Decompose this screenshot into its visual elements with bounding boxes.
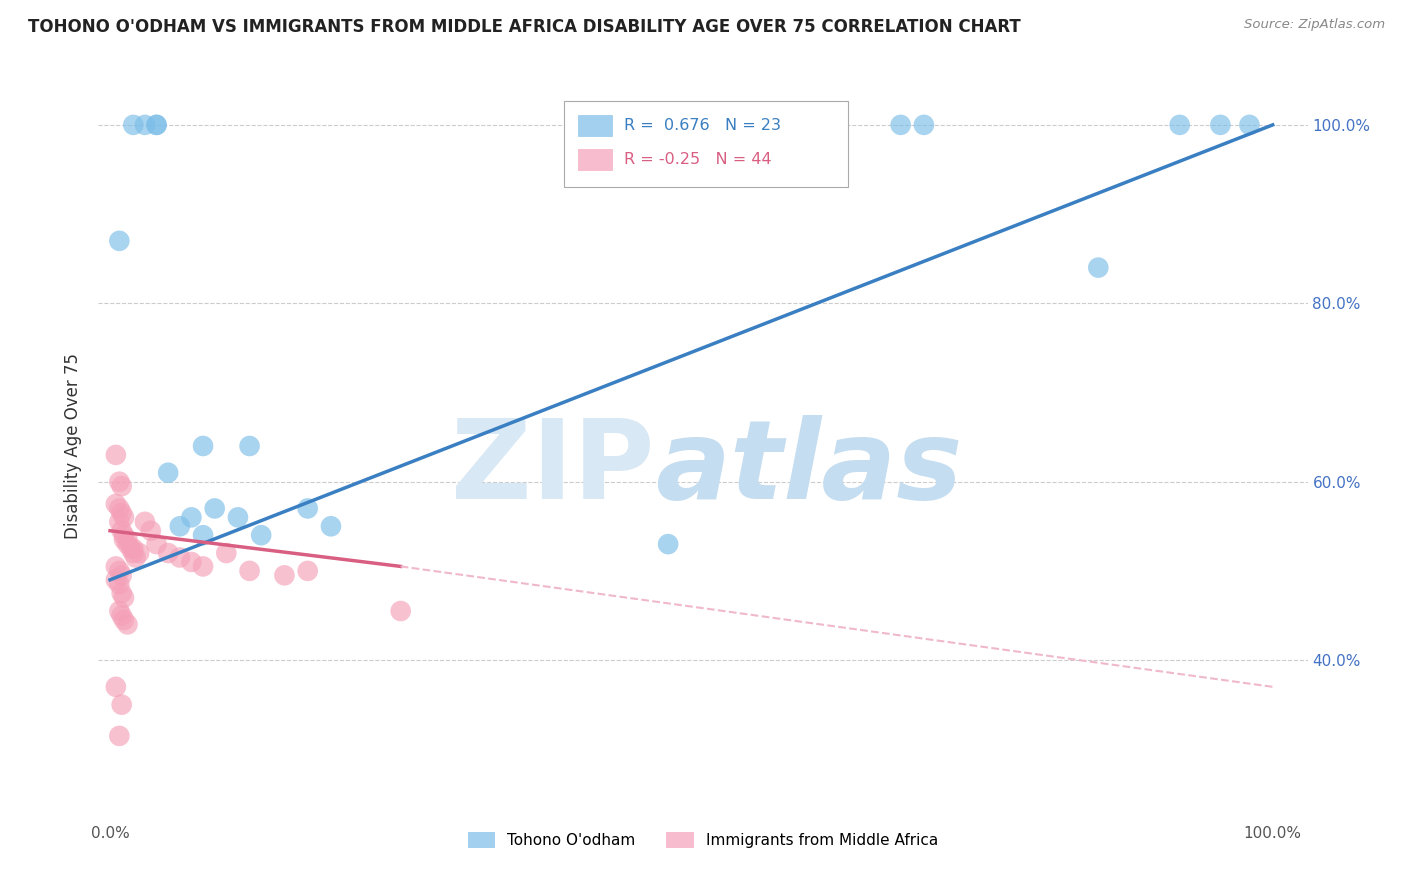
Point	[191, 439, 214, 453]
Point	[111, 608, 134, 623]
Point	[145, 118, 167, 132]
Point	[108, 234, 131, 248]
Point	[108, 604, 131, 618]
Point	[117, 537, 139, 551]
Text: ZIP: ZIP	[451, 415, 655, 522]
FancyBboxPatch shape	[578, 115, 613, 136]
Point	[890, 118, 912, 132]
Point	[250, 528, 273, 542]
Text: atlas: atlas	[655, 415, 962, 522]
Text: Source: ZipAtlas.com: Source: ZipAtlas.com	[1244, 18, 1385, 31]
Point	[124, 550, 146, 565]
Point	[104, 497, 127, 511]
Point	[112, 591, 135, 605]
Point	[157, 466, 180, 480]
Point	[117, 533, 139, 547]
Point	[108, 729, 131, 743]
Point	[104, 448, 127, 462]
Point	[128, 546, 150, 560]
Text: R =  0.676   N = 23: R = 0.676 N = 23	[624, 118, 782, 133]
Point	[239, 564, 262, 578]
Point	[122, 118, 145, 132]
Point	[108, 577, 131, 591]
Point	[111, 506, 134, 520]
Point	[122, 546, 145, 560]
Point	[657, 537, 679, 551]
Point	[239, 439, 262, 453]
Point	[145, 118, 167, 132]
Point	[297, 564, 319, 578]
Point	[169, 519, 191, 533]
Point	[122, 541, 145, 556]
Point	[180, 510, 202, 524]
Point	[111, 568, 134, 582]
Point	[112, 613, 135, 627]
Point	[1168, 118, 1191, 132]
Point	[108, 515, 131, 529]
Point	[319, 519, 342, 533]
Point	[215, 546, 238, 560]
Point	[157, 546, 180, 560]
Point	[111, 524, 134, 538]
Point	[145, 537, 167, 551]
Point	[169, 550, 191, 565]
Legend: Tohono O'odham, Immigrants from Middle Africa: Tohono O'odham, Immigrants from Middle A…	[461, 826, 945, 855]
Point	[273, 568, 295, 582]
Point	[1239, 118, 1261, 132]
Point	[108, 475, 131, 489]
Point	[112, 528, 135, 542]
Point	[112, 510, 135, 524]
Point	[112, 533, 135, 547]
Point	[297, 501, 319, 516]
Y-axis label: Disability Age Over 75: Disability Age Over 75	[65, 353, 83, 539]
Point	[134, 118, 156, 132]
Point	[108, 564, 131, 578]
Point	[389, 604, 412, 618]
Point	[204, 501, 226, 516]
Point	[134, 515, 156, 529]
Point	[120, 541, 142, 556]
Point	[104, 680, 127, 694]
Point	[1087, 260, 1109, 275]
Point	[111, 586, 134, 600]
Point	[912, 118, 935, 132]
Point	[180, 555, 202, 569]
Point	[104, 573, 127, 587]
Point	[191, 528, 214, 542]
Point	[1209, 118, 1232, 132]
FancyBboxPatch shape	[564, 102, 848, 187]
Point	[117, 617, 139, 632]
Point	[139, 524, 162, 538]
FancyBboxPatch shape	[578, 149, 613, 170]
Point	[226, 510, 249, 524]
Point	[108, 501, 131, 516]
Text: R = -0.25   N = 44: R = -0.25 N = 44	[624, 153, 772, 168]
Point	[111, 698, 134, 712]
Text: TOHONO O'ODHAM VS IMMIGRANTS FROM MIDDLE AFRICA DISABILITY AGE OVER 75 CORRELATI: TOHONO O'ODHAM VS IMMIGRANTS FROM MIDDLE…	[28, 18, 1021, 36]
Point	[104, 559, 127, 574]
Point	[111, 479, 134, 493]
Point	[191, 559, 214, 574]
